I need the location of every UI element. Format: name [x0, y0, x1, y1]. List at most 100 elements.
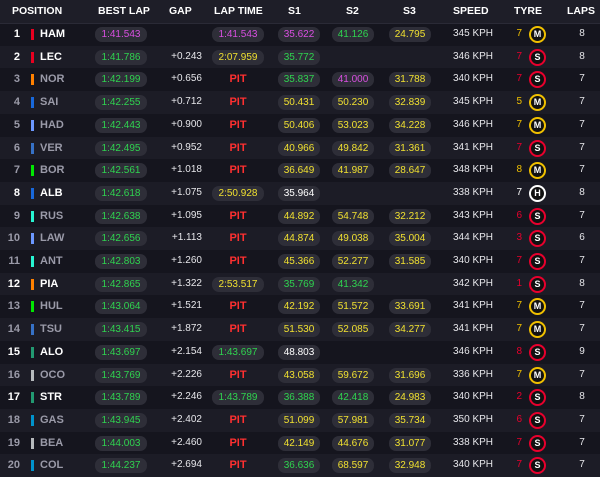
tyre-compound-icon: S	[529, 230, 546, 248]
tyre-age: 7	[516, 141, 522, 153]
best-lap-time: 1:43.945	[95, 412, 147, 428]
best-lap-time: 1:42.865	[95, 276, 147, 292]
table-row[interactable]: 18 GAS 1:43.945 +2.402 PIT 51.099 57.981 35.734…	[0, 408, 600, 432]
position-cell: 12	[7, 277, 20, 290]
speed-value: 340 KPH	[453, 73, 494, 85]
team-color-bar	[31, 187, 34, 199]
header-lap-time[interactable]: LAP TIME	[214, 5, 263, 17]
laps-count: 7	[579, 413, 585, 425]
table-row[interactable]: 10 LAW 1:42.656 +1.113 PIT 44.874 49.038 35.004…	[0, 227, 600, 250]
best-lap-time: 1:43.697	[95, 344, 147, 360]
laps-count: 7	[579, 209, 585, 221]
speed-value: 346 KPH	[453, 118, 494, 130]
table-row[interactable]: 9 RUS 1:42.638 +1.095 PIT 44.892 54.748 32.212 3…	[0, 205, 600, 228]
laps-count: 8	[579, 50, 585, 62]
sector-1-time: 35.837	[278, 72, 320, 88]
table-row[interactable]: 13 HUL 1:43.064 +1.521 PIT 42.192 51.572 33.691…	[0, 295, 600, 318]
team-color-bar	[31, 165, 34, 177]
speed-value: 345 KPH	[453, 28, 494, 39]
header-speed[interactable]: SPEED	[453, 5, 489, 17]
best-lap-time: 1:42.638	[95, 208, 147, 224]
table-row[interactable]: 6 VER 1:42.495 +0.952 PIT 40.966 49.842 31.361 3…	[0, 136, 600, 160]
header-s2[interactable]: S2	[346, 5, 359, 17]
speed-value: 348 KPH	[453, 164, 494, 176]
sector-3-time: 33.691	[389, 299, 431, 315]
driver-code: BOR	[40, 164, 65, 177]
sector-2-time: 49.842	[332, 140, 374, 156]
header-gap[interactable]: GAP	[169, 5, 192, 17]
position-cell: 10	[7, 232, 20, 245]
table-row[interactable]: 11 ANT 1:42.803 +1.260 PIT 45.366 52.277 31.585…	[0, 250, 600, 273]
team-color-bar	[31, 278, 34, 290]
header-s1[interactable]: S1	[288, 5, 301, 17]
sector-1-time: 51.530	[278, 322, 320, 338]
driver-code: HAD	[40, 118, 64, 131]
gap-value: +1.113	[171, 232, 202, 244]
gap-value: +0.712	[171, 96, 202, 108]
driver-code: GAS	[40, 413, 64, 426]
gap-value: +2.402	[171, 413, 202, 425]
table-row[interactable]: 1 HAM 1:41.543 1:41.543 35.622 41.126 24.795 34…	[0, 23, 600, 46]
table-row[interactable]: 19 BEA 1:44.003 +2.460 PIT 42.149 44.676 31.077…	[0, 432, 600, 455]
speed-value: 336 KPH	[453, 368, 494, 380]
tyre-compound-icon: M	[529, 366, 546, 384]
header-s3[interactable]: S3	[403, 5, 416, 17]
sector-2-time: 41.000	[332, 72, 374, 88]
header-laps[interactable]: LAPS	[567, 5, 596, 17]
gap-value: +2.460	[171, 436, 202, 448]
table-row[interactable]: 2 LEC 1:41.786 +0.243 2:07.959 35.772 346 KPH 7…	[0, 45, 600, 69]
tyre-compound-icon: M	[529, 26, 546, 43]
table-row[interactable]: 14 TSU 1:43.415 +1.872 PIT 51.530 52.085 34.277…	[0, 318, 600, 341]
header-tyre[interactable]: TYRE	[514, 5, 543, 17]
tyre-compound-icon: S	[529, 275, 546, 293]
table-row[interactable]: 20 COL 1:44.237 +2.694 PIT 36.636 68.597 32.948…	[0, 454, 600, 477]
table-row[interactable]: 15 ALO 1:43.697 +2.154 1:43.697 48.803 346 KPH…	[0, 341, 600, 364]
table-row[interactable]: 3 NOR 1:42.199 +0.656 PIT 35.837 41.000 31.788 3…	[0, 68, 600, 91]
sector-3-time: 28.647	[389, 163, 431, 179]
table-row[interactable]: 7 BOR 1:42.561 +1.018 PIT 36.649 41.987 28.647 3…	[0, 159, 600, 182]
team-color-bar	[31, 460, 34, 472]
position-cell: 3	[13, 73, 20, 86]
header-best-lap[interactable]: BEST LAP	[98, 5, 150, 17]
tyre-age: 8	[516, 164, 522, 176]
sector-3-time: 35.004	[389, 231, 431, 247]
tyre-compound-icon: S	[529, 434, 546, 452]
table-row[interactable]: 12 PIA 1:42.865 +1.322 2:53.517 35.769 41.342 3…	[0, 272, 600, 296]
speed-value: 350 KPH	[453, 413, 494, 425]
lap-time: PIT	[229, 164, 247, 177]
sector-1-time: 50.431	[278, 95, 320, 111]
position-cell: 2	[13, 50, 20, 63]
table-row[interactable]: 5 HAD 1:42.443 +0.900 PIT 50.406 53.023 34.228 3…	[0, 114, 600, 137]
lap-time: PIT	[229, 209, 247, 222]
header-position[interactable]: POSITION	[12, 5, 63, 17]
tyre-age: 7	[516, 459, 522, 471]
sector-2-time: 53.023	[332, 117, 374, 133]
team-color-bar	[31, 369, 34, 381]
team-color-bar	[31, 301, 34, 313]
lap-time: PIT	[229, 118, 247, 131]
best-lap-time: 1:43.769	[95, 367, 147, 383]
lap-time: 2:07.959	[212, 49, 264, 65]
driver-code: VER	[40, 141, 63, 154]
sector-1-time: 35.622	[278, 27, 320, 42]
laps-count: 7	[579, 323, 585, 335]
position-cell: 14	[7, 323, 20, 336]
tyre-age: 5	[516, 96, 522, 108]
tyre-compound-icon: M	[529, 162, 546, 180]
best-lap-time: 1:42.495	[95, 140, 147, 156]
table-row[interactable]: 8 ALB 1:42.618 +1.075 2:50.928 35.964 338 KPH 7…	[0, 181, 600, 205]
position-cell: 6	[13, 141, 20, 154]
sector-1-time: 50.406	[278, 117, 320, 133]
best-lap-time: 1:42.199	[95, 72, 147, 88]
tyre-age: 7	[516, 50, 522, 62]
team-color-bar	[31, 414, 34, 426]
tyre-age: 7	[516, 118, 522, 130]
best-lap-time: 1:43.064	[95, 299, 147, 315]
table-row[interactable]: 17 STR 1:43.789 +2.246 1:43.789 36.388 42.418 2…	[0, 386, 600, 409]
laps-count: 7	[579, 436, 585, 448]
table-row[interactable]: 16 OCO 1:43.769 +2.226 PIT 43.058 59.672 31.696…	[0, 363, 600, 387]
driver-code: PIA	[40, 277, 59, 290]
table-row[interactable]: 4 SAI 1:42.255 +0.712 PIT 50.431 50.230 32.839 3…	[0, 91, 600, 114]
speed-value: 338 KPH	[453, 436, 494, 448]
